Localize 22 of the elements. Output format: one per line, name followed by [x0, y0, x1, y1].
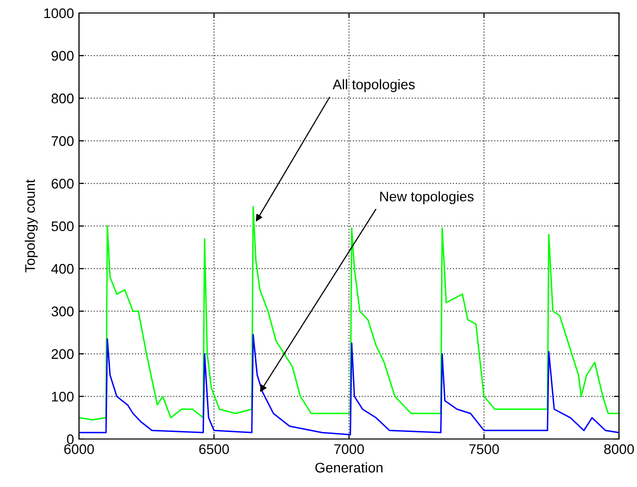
y-tick-label: 100: [52, 392, 74, 402]
x-tick-label: 8000: [604, 444, 634, 454]
y-tick-label: 500: [52, 221, 74, 232]
x-tick-label: 6500: [199, 444, 229, 454]
line-series: [79, 206, 619, 421]
y-tick-label: 1000: [44, 8, 74, 18]
y-tick-label: 700: [52, 136, 74, 146]
x-tick-label: 7500: [469, 444, 499, 454]
annotation: New topologies: [380, 191, 474, 204]
x-axis-title: Generation: [315, 462, 382, 473]
annotation: All topologies: [332, 79, 415, 92]
y-tick-label: 300: [52, 306, 74, 316]
y-tick-label: 0: [66, 434, 74, 444]
x-tick-label: 6000: [64, 444, 94, 454]
y-tick-label: 800: [52, 94, 74, 104]
y-axis-title: Topology count: [24, 179, 38, 272]
y-tick-label: 600: [52, 178, 74, 189]
y-tick-label: 200: [52, 349, 74, 359]
y-tick-label: 400: [51, 264, 74, 274]
y-tick-label: 900: [52, 50, 74, 61]
line-series: [79, 334, 619, 436]
x-tick-label: 7000: [334, 444, 364, 454]
